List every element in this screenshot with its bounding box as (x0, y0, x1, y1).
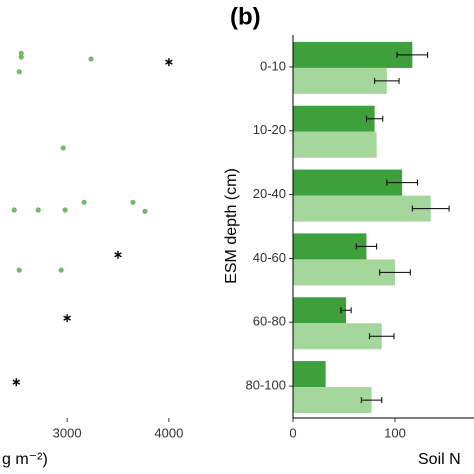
data-point (35, 207, 41, 213)
y-axis-title: ESM depth (cm) (223, 168, 240, 284)
bar (293, 323, 382, 350)
y-tick-label: 10-20 (253, 122, 286, 137)
asterisk-stroke (114, 252, 122, 258)
x-axis-title: g m⁻²) (2, 451, 48, 468)
asterisk-marker (12, 378, 21, 387)
error-bar (360, 397, 383, 404)
data-point (130, 199, 136, 205)
bar (293, 105, 375, 132)
bar (293, 259, 395, 286)
y-tick-label: 0-10 (260, 58, 286, 73)
asterisk-stroke (165, 59, 173, 65)
error-bar (386, 179, 418, 186)
error-bar (374, 77, 400, 84)
bar (293, 361, 326, 388)
bar (293, 233, 367, 260)
bar (293, 131, 377, 158)
x-tick-label: 0 (289, 425, 296, 440)
data-point (88, 56, 94, 62)
error-bar (369, 333, 395, 340)
bar (293, 195, 431, 222)
error-bar (355, 243, 378, 250)
asterisk-stroke (12, 379, 21, 385)
data-point (142, 208, 148, 214)
data-point (62, 207, 68, 213)
data-point (11, 207, 17, 213)
bar (293, 297, 347, 324)
bar (293, 387, 372, 414)
error-bar (340, 307, 352, 314)
y-tick-label: 60-80 (253, 314, 286, 329)
bar (293, 169, 403, 196)
panel-title: (b) (230, 3, 261, 30)
x-tick-label: 3000 (53, 425, 82, 440)
asterisk-marker (63, 314, 71, 323)
data-point (18, 54, 24, 60)
y-tick-label: 80-100 (246, 378, 286, 393)
y-tick-label: 20-40 (253, 186, 286, 201)
data-point (81, 199, 87, 205)
x-axis-title: Soil N (418, 451, 461, 468)
asterisk-marker (165, 58, 173, 67)
x-tick-label: 100 (384, 425, 406, 440)
data-point (16, 69, 22, 75)
asterisk-marker (114, 250, 122, 259)
data-point (58, 267, 64, 273)
bar (293, 67, 387, 94)
bar (293, 41, 413, 68)
y-tick-label: 40-60 (253, 250, 286, 265)
x-tick-label: 4000 (154, 425, 183, 440)
error-bar (365, 115, 384, 122)
error-bar (411, 205, 450, 212)
error-bar (396, 51, 429, 58)
asterisk-stroke (63, 315, 71, 321)
data-point (18, 50, 24, 56)
data-point (16, 267, 22, 273)
data-point (60, 145, 66, 151)
error-bar (379, 269, 411, 276)
